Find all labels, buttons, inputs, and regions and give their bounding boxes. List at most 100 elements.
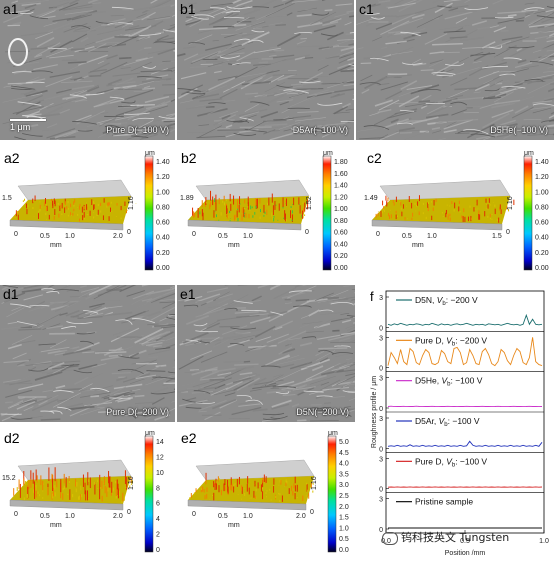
color-bar-tick: 0.40 (535, 235, 549, 242)
axis-tick-label: 1.0 (65, 233, 75, 240)
watermark: 钨科技英文 Tungsten (382, 529, 509, 545)
height-max-label: 15.2 (2, 475, 16, 482)
axis-y-label: 1.16 (128, 476, 135, 490)
y-tick-label: 0 (379, 406, 383, 413)
series-line (388, 315, 542, 325)
color-bar-tick: 0.80 (535, 204, 549, 211)
axis-y-label: 1.52 (306, 196, 313, 210)
axis-zero-label: 0 (127, 509, 131, 516)
axis-y-label: 1.16 (311, 476, 318, 490)
color-bar-tick: 1.00 (156, 189, 170, 196)
axis-origin-label: 0 (14, 511, 18, 518)
legend-label: D5Ar, Vb: −100 V (415, 416, 480, 428)
color-bar-tick: 1.20 (535, 174, 549, 181)
color-bar-tick: 1.20 (334, 194, 348, 201)
color-bar-tick: 10 (156, 470, 164, 477)
color-bar-tick: 1.20 (156, 174, 170, 181)
sem-image-a1: a1 1 μm Pure D(−100 V) (0, 0, 175, 140)
legend-label: D5He, Vb: −100 V (415, 376, 483, 388)
axis-tick-label: 1.0 (243, 513, 253, 520)
panel-label-a2: a2 (4, 150, 20, 166)
panel-label-e1: e1 (180, 286, 196, 302)
color-bar-tick: 0.80 (156, 204, 170, 211)
y-tick-label: 3 (379, 497, 383, 504)
axis-tick-label: 2.0 (113, 233, 123, 240)
y-tick-label: 3 (379, 416, 383, 423)
axis-unit-label: mm (412, 242, 424, 249)
panel-label-a1: a1 (3, 1, 19, 17)
color-bar-unit: μm (323, 150, 333, 157)
color-bar (328, 436, 336, 552)
color-bar-unit: μm (145, 430, 155, 437)
color-bar-tick: 1.40 (156, 159, 170, 166)
axis-zero-label: 0 (310, 509, 314, 516)
color-bar-tick: 0.00 (334, 265, 348, 272)
color-bar-tick: 0.20 (535, 250, 549, 257)
sem-caption-a1: Pure D(−100 V) (106, 125, 169, 135)
color-bar-tick: 3.5 (339, 471, 349, 478)
color-bar-tick: 0.00 (535, 265, 549, 272)
axis-unit-label: mm (50, 522, 62, 529)
sem-image-d1: d1 Pure D(−200 V) (0, 285, 175, 422)
color-bar-tick: 2.5 (339, 493, 349, 500)
color-bar-unit: μm (328, 430, 338, 437)
y-tick-label: 0 (379, 325, 383, 332)
sem-texture-d1 (0, 285, 175, 422)
sem-texture-b1 (177, 0, 354, 140)
color-bar-unit: μm (145, 150, 155, 157)
color-bar-tick: 14 (156, 439, 164, 446)
axis-tick-label: 0.5 (40, 233, 50, 240)
color-bar (323, 156, 331, 270)
color-bar-tick: 8 (156, 485, 160, 492)
color-bar-tick: 0.40 (334, 241, 348, 248)
axis-tick-label: 1.5 (492, 233, 502, 240)
y-axis-label: Roughness profile / μm (371, 376, 378, 448)
color-bar-tick: 1.40 (535, 159, 549, 166)
y-tick-label: 0 (379, 446, 383, 453)
wechat-icon (382, 532, 398, 545)
color-bar-tick: 0.60 (156, 220, 170, 227)
sem-caption-c1: D5He(−100 V) (490, 125, 548, 135)
panel-label-e2: e2 (181, 430, 197, 446)
axis-origin-label: 0 (376, 231, 380, 238)
sem-texture-e1 (177, 285, 355, 422)
axis-zero-label: 0 (305, 229, 309, 236)
axis-y-label: 1.16 (128, 196, 135, 210)
axis-tick-label: 0.5 (218, 233, 228, 240)
y-tick-label: 3 (379, 295, 383, 302)
legend-label: D5N, Vb: −200 V (415, 295, 478, 307)
panel-label-b2: b2 (181, 150, 197, 166)
x-axis-label: Position /mm (445, 550, 486, 557)
color-bar-tick: 0.20 (156, 250, 170, 257)
color-bar-tick: 0.5 (339, 536, 349, 543)
axis-origin-label: 0 (192, 511, 196, 518)
sem-image-c1: c1 D5He(−100 V) (356, 0, 554, 140)
color-bar-tick: 4 (156, 516, 160, 523)
axis-tick-label: 2.0 (296, 513, 306, 520)
color-bar (145, 436, 153, 552)
legend-label: Pure D, Vb: −200 V (415, 335, 487, 347)
color-bar-tick: 0.80 (334, 218, 348, 225)
color-bar-tick: 4.5 (339, 450, 349, 457)
color-bar-tick: 5.0 (339, 439, 349, 446)
axis-tick-label: 0.5 (402, 233, 412, 240)
legend-label: Pristine sample (415, 497, 473, 507)
y-tick-label: 3 (379, 376, 383, 383)
panel-label-d1: d1 (3, 286, 19, 302)
sem-caption-d1: Pure D(−200 V) (106, 407, 169, 417)
color-bar-tick: 1.40 (334, 183, 348, 190)
color-bar-tick: 6 (156, 501, 160, 508)
color-bar-tick: 12 (156, 454, 164, 461)
axis-tick-label: 0.5 (40, 513, 50, 520)
color-bar-tick: 0 (156, 547, 160, 554)
axis-tick-label: 0.5 (218, 513, 228, 520)
color-bar-tick: 3.0 (339, 482, 349, 489)
